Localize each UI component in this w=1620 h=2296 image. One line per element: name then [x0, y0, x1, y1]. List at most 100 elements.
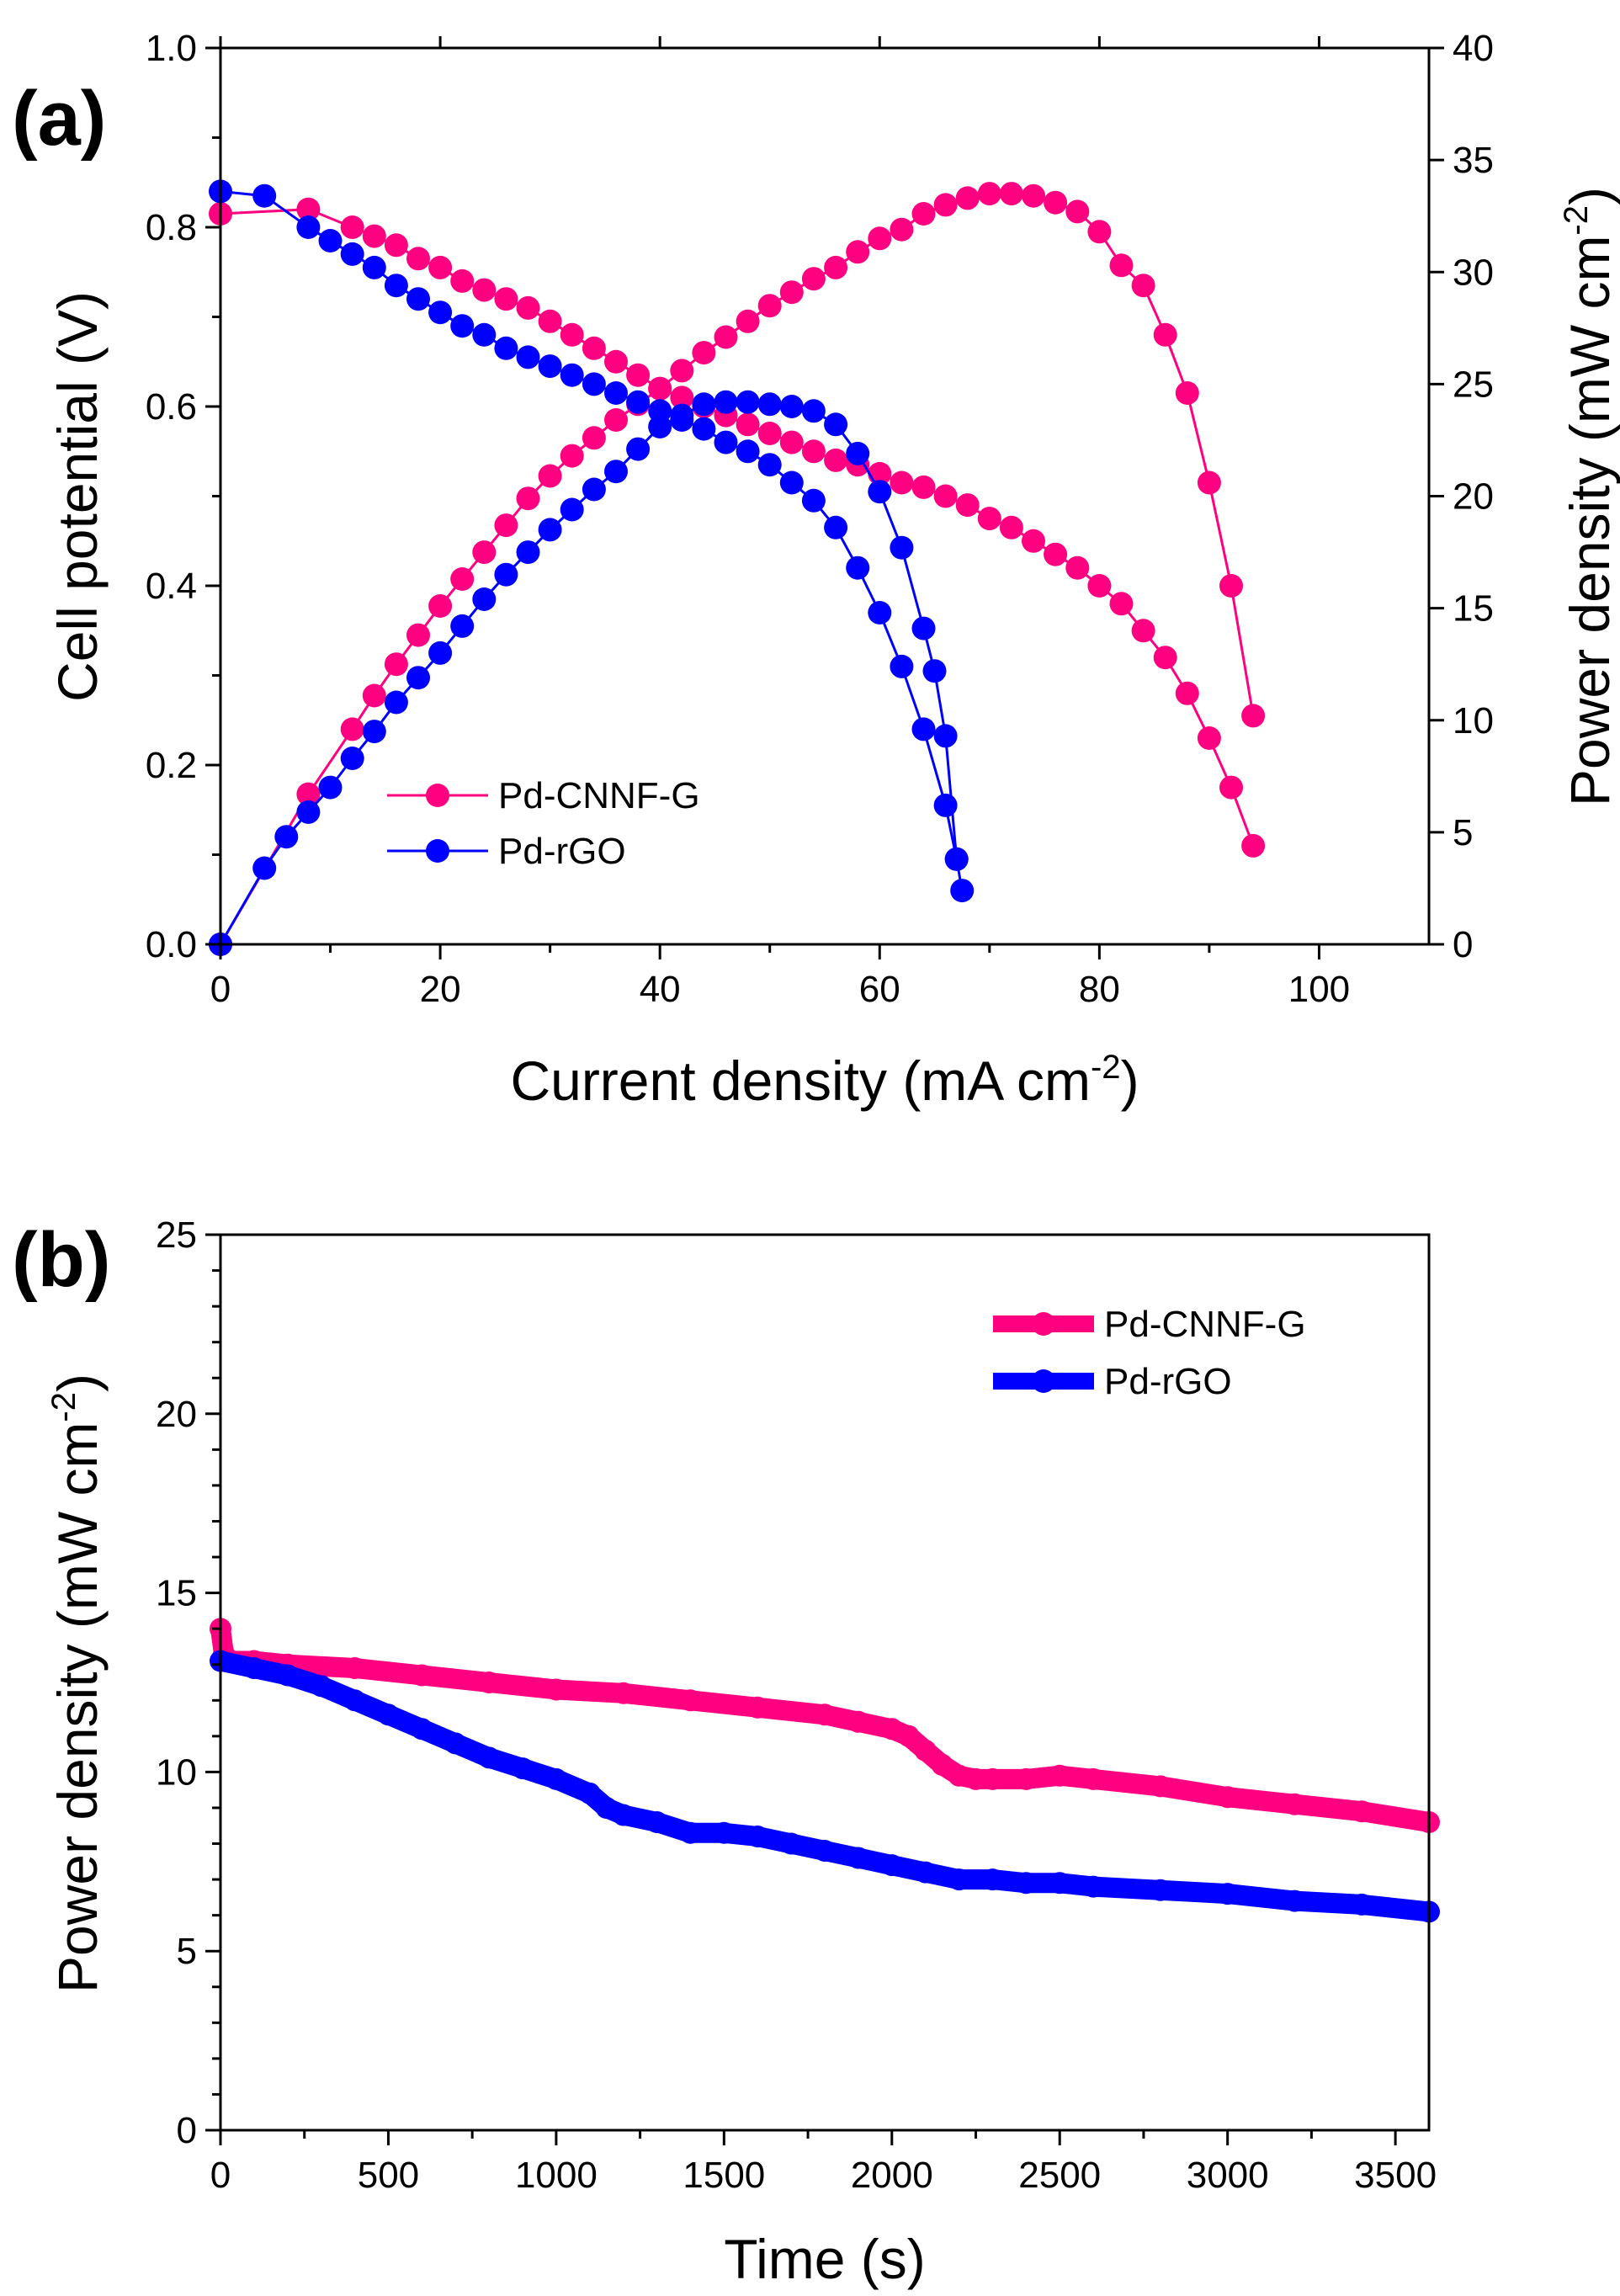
legend-b-pd-rgo-label: Pd-rGO — [1104, 1361, 1232, 1402]
a-pd-cnnf-g-polarization-point — [779, 430, 804, 454]
a-pd-cnnf-g-polarization-point — [604, 349, 628, 374]
a-pd-cnnf-g-power-point — [560, 444, 584, 468]
b-pd-cnnf-g-point — [1283, 1793, 1306, 1815]
b-pd-rgo-point — [343, 1689, 366, 1712]
a-pd-cnnf-g-polarization-point — [1065, 555, 1090, 580]
a-pd-cnnf-g-power-point — [999, 182, 1023, 206]
a-x-tick-label: 100 — [1288, 969, 1350, 1010]
a-pd-rgo-power-point — [890, 535, 914, 560]
a-pd-cnnf-g-polarization-point — [384, 233, 408, 258]
b-pd-cnnf-g-point — [343, 1657, 366, 1679]
legend-b-pd-cnnf-g-label: Pd-CNNF-G — [1104, 1304, 1306, 1345]
a-x-tick-label: 20 — [420, 969, 461, 1010]
a-pd-rgo-power-point — [933, 724, 958, 748]
a-pd-rgo-polarization-point — [736, 439, 760, 464]
a-x-tick-label: 0 — [210, 969, 231, 1010]
a-yr-tick-label: 15 — [1453, 588, 1494, 630]
a-pd-cnnf-g-polarization-point — [1087, 574, 1112, 598]
a-yr-tick-label: 10 — [1453, 700, 1494, 741]
b-pd-rgo-point — [847, 1847, 869, 1869]
a-pd-rgo-polarization-point — [472, 322, 497, 347]
a-pd-rgo-polarization-point — [494, 336, 518, 360]
a-pd-cnnf-g-polarization-point — [582, 336, 606, 360]
b-pd-cnnf-g-point — [1351, 1800, 1373, 1823]
b-pd-rgo-point — [595, 1797, 618, 1819]
a-pd-cnnf-g-power-point — [384, 652, 408, 677]
a-pd-cnnf-g-power-point — [538, 464, 562, 488]
a-pd-rgo-power-point — [779, 395, 804, 418]
b-x-tick-label: 3500 — [1354, 2155, 1437, 2196]
b-pd-cnnf-g-point — [1216, 1786, 1239, 1809]
a-pd-rgo-polarization-point — [801, 488, 826, 513]
a-pd-rgo-polarization-point — [362, 255, 386, 279]
a-pd-rgo-power-point — [472, 587, 497, 611]
panel-a-label: (a) — [12, 76, 106, 162]
a-x-tick-label: 60 — [859, 969, 900, 1010]
a-pd-cnnf-g-polarization-point — [296, 197, 321, 221]
a-pd-cnnf-g-power-point — [977, 182, 1001, 206]
a-pd-rgo-polarization-point — [950, 879, 975, 903]
legend-b-pd-cnnf-g-marker — [1032, 1312, 1055, 1336]
b-pd-rgo-point — [544, 1767, 567, 1790]
a-pd-cnnf-g-power-point — [362, 683, 386, 708]
b-y-tick-label: 20 — [156, 1394, 197, 1435]
a-pd-cnnf-g-power-point — [1022, 183, 1045, 208]
a-pd-cnnf-g-polarization-point — [1022, 529, 1045, 553]
a-pd-cnnf-g-power-point — [868, 226, 892, 251]
a-pd-cnnf-g-power-point — [582, 426, 606, 450]
a-pd-cnnf-g-power-point — [801, 267, 826, 291]
b-pd-cnnf-g-point — [931, 1753, 953, 1776]
b-x-tick-label: 2500 — [1018, 2155, 1101, 2196]
a-pd-rgo-power-point — [911, 616, 936, 640]
a-pd-cnnf-g-polarization-point — [736, 412, 760, 437]
b-pd-rgo-trace — [210, 1650, 1439, 1922]
a-pd-cnnf-g-power-point — [1109, 253, 1134, 278]
panel-b: (b) 0 500 1000 1500 2000 2500 3000 3500 0 5 10 15 20… — [12, 1214, 1440, 2290]
a-pd-rgo-power-point — [846, 441, 870, 465]
b-y-tick-label: 15 — [156, 1573, 197, 1614]
a-pd-rgo-power-point — [450, 614, 475, 638]
a-pd-rgo-polarization-point — [582, 372, 606, 396]
a-pd-cnnf-g-polarization-point — [538, 309, 562, 333]
a-pd-rgo-polarization-point — [911, 717, 936, 741]
a-pd-rgo-polarization-point — [824, 515, 848, 539]
a-pd-cnnf-g-power-point — [1241, 704, 1266, 728]
b-pd-cnnf-g-point — [411, 1664, 433, 1687]
a-pd-cnnf-g-polarization-point — [450, 268, 475, 293]
b-pd-rgo-point — [478, 1746, 501, 1769]
b-pd-cnnf-g-point — [679, 1689, 702, 1712]
legend-a-pd-rgo-label: Pd-rGO — [498, 831, 626, 872]
b-x-tick-label: 0 — [210, 2155, 231, 2196]
a-pd-rgo-power-point — [428, 640, 453, 665]
b-x-tick-label: 1500 — [683, 2155, 765, 2196]
a-pd-rgo-power-point — [406, 666, 430, 690]
b-pd-rgo-point — [411, 1718, 433, 1741]
a-pd-cnnf-g-power-point — [1197, 470, 1221, 495]
panel-b-plot-frame — [219, 1233, 1431, 2132]
a-pd-rgo-power-point — [944, 847, 969, 871]
b-pd-rgo-point — [1082, 1875, 1105, 1898]
a-pd-cnnf-g-polarization-point — [494, 287, 518, 311]
a-pd-cnnf-g-polarization-point — [890, 470, 914, 495]
b-pd-cnnf-g-point — [478, 1672, 501, 1693]
b-pd-rgo-point — [914, 1861, 937, 1884]
legend-b-pd-rgo-marker — [1032, 1369, 1055, 1393]
a-pd-rgo-power-point — [922, 659, 947, 683]
b-y-tick-label: 0 — [177, 2110, 197, 2151]
b-pd-cnnf-g-point — [1015, 1767, 1038, 1790]
a-pd-rgo-power-point — [296, 800, 321, 824]
a-pd-cnnf-g-polarization-point — [1044, 542, 1068, 566]
a-pd-rgo-polarization-point — [538, 354, 562, 379]
a-yl-tick-label: 0.8 — [146, 207, 197, 248]
b-pd-rgo-point — [948, 1868, 970, 1891]
a-pd-rgo-polarization-point — [560, 363, 584, 387]
a-pd-cnnf-g-power-point — [670, 359, 694, 383]
a-pd-cnnf-g-polarization-point — [472, 278, 497, 302]
a-pd-cnnf-g-power-point — [779, 280, 804, 305]
a-pd-cnnf-g-polarization-point — [955, 493, 980, 518]
a-pd-rgo-polarization-point — [714, 430, 738, 454]
b-pd-cnnf-g-point — [981, 1767, 1004, 1790]
a-pd-cnnf-g-polarization-point — [757, 422, 782, 445]
a-pd-rgo-power-point — [582, 477, 606, 502]
a-pd-cnnf-g-power-point — [604, 408, 628, 432]
